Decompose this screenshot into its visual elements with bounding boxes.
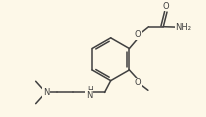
Text: O: O bbox=[162, 2, 169, 11]
Text: O: O bbox=[134, 30, 141, 39]
Text: H: H bbox=[87, 86, 92, 95]
Text: N: N bbox=[42, 88, 49, 97]
Text: NH₂: NH₂ bbox=[174, 23, 190, 32]
Text: N: N bbox=[85, 91, 92, 100]
Text: O: O bbox=[134, 79, 141, 88]
